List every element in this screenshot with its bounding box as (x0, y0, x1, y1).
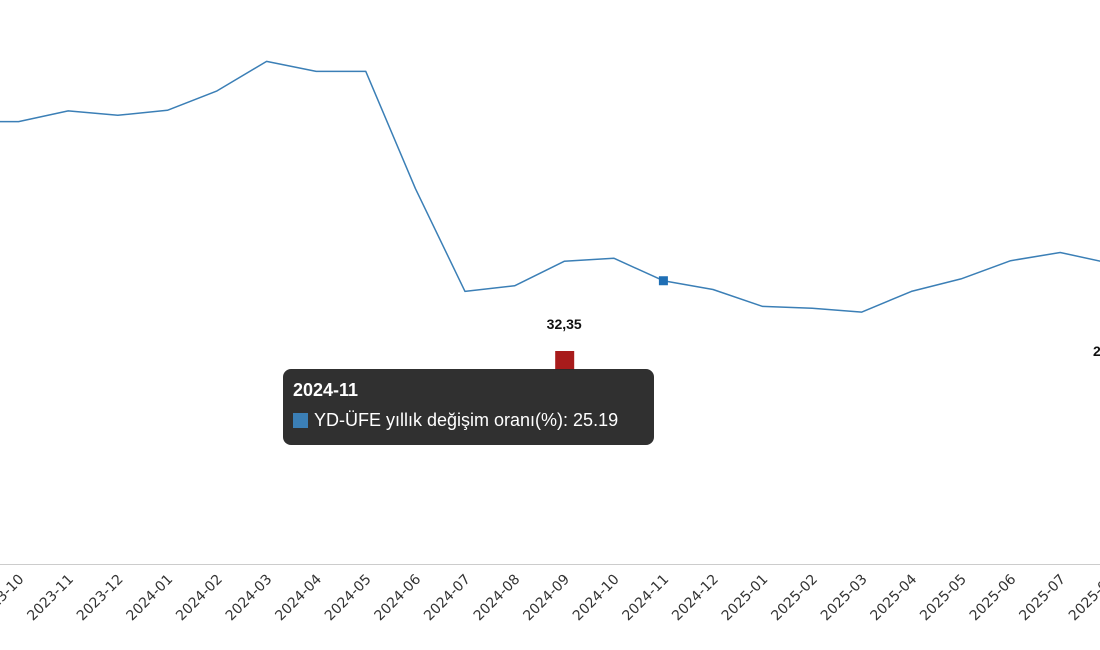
tooltip-title: 2024-11 (293, 380, 359, 400)
data-labels: 32,35 2 (547, 316, 1100, 359)
tooltip: 2024-11 YD-ÜFE yıllık değişim oranı(%): … (283, 369, 654, 445)
x-tick-label: 2024-09 (520, 572, 573, 625)
x-tick-label: 2025-06 (967, 571, 1020, 624)
x-tick-label: 2025-01 (719, 572, 772, 625)
x-axis-ticks: 2023-102023-112023-122024-012024-022024-… (0, 571, 1100, 624)
tooltip-series-value: YD-ÜFE yıllık değişim oranı(%): 25.19 (314, 410, 619, 430)
x-tick-label: 2025-02 (768, 572, 821, 625)
x-tick-label: 2024-10 (570, 572, 623, 625)
hover-marker[interactable] (658, 276, 668, 286)
series-line[interactable] (0, 60, 1100, 313)
tooltip-row: YD-ÜFE yıllık değişim oranı(%): 25.19 (293, 409, 644, 431)
x-tick-label: 2024-02 (173, 572, 226, 625)
x-tick-label: 2024-04 (272, 571, 325, 624)
x-tick-label: 2025-08 (1066, 572, 1100, 625)
x-tick-label: 2025-03 (818, 572, 871, 625)
x-tick-label: 2024-05 (322, 572, 375, 625)
x-tick-label: 2024-07 (421, 572, 474, 625)
x-tick-label: 2025-07 (1016, 572, 1069, 625)
x-tick-label: 2024-06 (372, 571, 425, 624)
x-tick-label: 2024-01 (124, 572, 177, 625)
x-tick-label: 2023-11 (24, 572, 77, 625)
x-tick-label: 2024-08 (471, 572, 524, 625)
highlight-marker[interactable] (555, 351, 575, 370)
x-tick-label: 2024-12 (669, 572, 722, 625)
x-tick-label: 2025-05 (917, 572, 970, 625)
x-tick-label: 2024-11 (620, 572, 673, 625)
tooltip-series-swatch (293, 412, 308, 428)
x-tick-label: 2023-10 (0, 572, 27, 625)
x-tick-label: 2023-12 (74, 572, 127, 625)
data-label: 2 (1093, 343, 1100, 359)
x-tick-label: 2025-04 (868, 571, 921, 624)
series-markers (555, 276, 668, 370)
data-label: 32,35 (547, 316, 582, 332)
x-tick-label: 2024-03 (223, 572, 276, 625)
